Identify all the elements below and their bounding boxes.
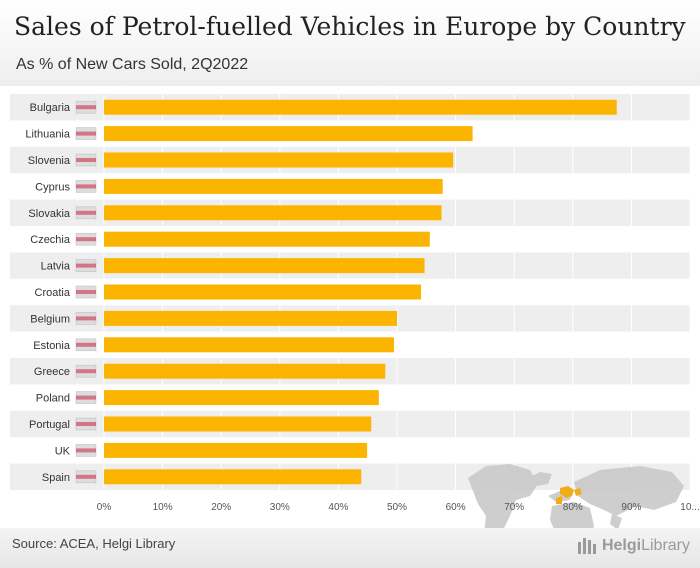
- bar: [104, 258, 425, 274]
- flag-icon: [75, 338, 97, 352]
- logo-suffix: Library: [641, 537, 690, 554]
- category-label: Cyprus: [35, 181, 70, 193]
- bar: [104, 99, 617, 115]
- chart-header: Sales of Petrol-fuelled Vehicles in Euro…: [0, 0, 700, 86]
- category-label: Spain: [42, 472, 70, 484]
- category-label: Belgium: [30, 313, 70, 325]
- bar: [104, 363, 386, 379]
- category-label: Poland: [36, 393, 70, 405]
- flag-icon: [75, 206, 97, 220]
- bar: [104, 205, 442, 221]
- world-map-icon: [468, 464, 684, 528]
- x-tick-label: 40%: [328, 502, 348, 513]
- helgi-library-logo-icon: [577, 538, 596, 554]
- bar: [104, 152, 454, 168]
- x-tick-label: 10%: [153, 502, 173, 513]
- bar: [104, 310, 397, 326]
- x-tick-label: 60%: [446, 502, 466, 513]
- flag-icon: [75, 364, 97, 378]
- category-label: UK: [55, 445, 71, 457]
- flag-icon: [75, 259, 97, 272]
- x-tick-label: 20%: [211, 502, 231, 513]
- bar: [104, 231, 430, 247]
- category-label: Lithuania: [25, 129, 71, 141]
- category-label: Czechia: [30, 234, 71, 246]
- logo-brand: Helgi: [601, 537, 642, 554]
- flag-icon: [75, 312, 97, 325]
- category-label: Croatia: [35, 287, 71, 299]
- chart-subtitle: As % of New Cars Sold, 2Q2022: [16, 56, 249, 73]
- bar: [104, 337, 395, 353]
- flag-icon: [75, 232, 97, 246]
- x-tick-label: 80%: [563, 502, 583, 513]
- bar: [104, 284, 422, 300]
- x-tick-label: 30%: [270, 502, 290, 513]
- flag-icon: [75, 391, 97, 404]
- x-tick-label: 90%: [621, 502, 641, 513]
- flag-icon: [75, 417, 97, 431]
- bar: [104, 390, 379, 406]
- helgi-library-logo: HelgiLibrary: [576, 534, 690, 558]
- flag-icon: [75, 127, 97, 140]
- flag-icon: [75, 100, 97, 114]
- chart-footer: Source: ACEA, Helgi Library HelgiLibrary: [0, 528, 700, 568]
- category-label: Bulgaria: [30, 102, 71, 114]
- category-label: Latvia: [41, 261, 71, 273]
- category-label: Greece: [34, 366, 70, 378]
- x-tick-label: 70%: [504, 502, 524, 513]
- x-tick-label: 0%: [97, 502, 112, 513]
- bar: [104, 416, 372, 432]
- x-tick-label: 10...: [680, 502, 699, 513]
- category-label: Portugal: [29, 419, 70, 431]
- flag-icon: [75, 153, 97, 167]
- category-label: Slovenia: [28, 155, 71, 167]
- chart-title: Sales of Petrol-fuelled Vehicles in Euro…: [14, 12, 686, 41]
- category-label: Slovakia: [28, 208, 70, 220]
- bar: [104, 442, 368, 458]
- bar: [104, 469, 362, 485]
- bar: [104, 178, 443, 194]
- bar-chart: Bulgaria Lithuania Slovenia Cyprus Slovakia C…: [10, 94, 700, 528]
- x-tick-label: 50%: [387, 502, 407, 513]
- flag-icon: [75, 444, 97, 457]
- flag-icon: [75, 470, 97, 484]
- source-note: Source: ACEA, Helgi Library: [12, 536, 176, 551]
- flag-icon: [75, 180, 97, 193]
- bar: [104, 126, 473, 142]
- category-label: Estonia: [33, 340, 71, 352]
- logo-text: HelgiLibrary: [602, 537, 690, 555]
- flag-icon: [75, 285, 97, 299]
